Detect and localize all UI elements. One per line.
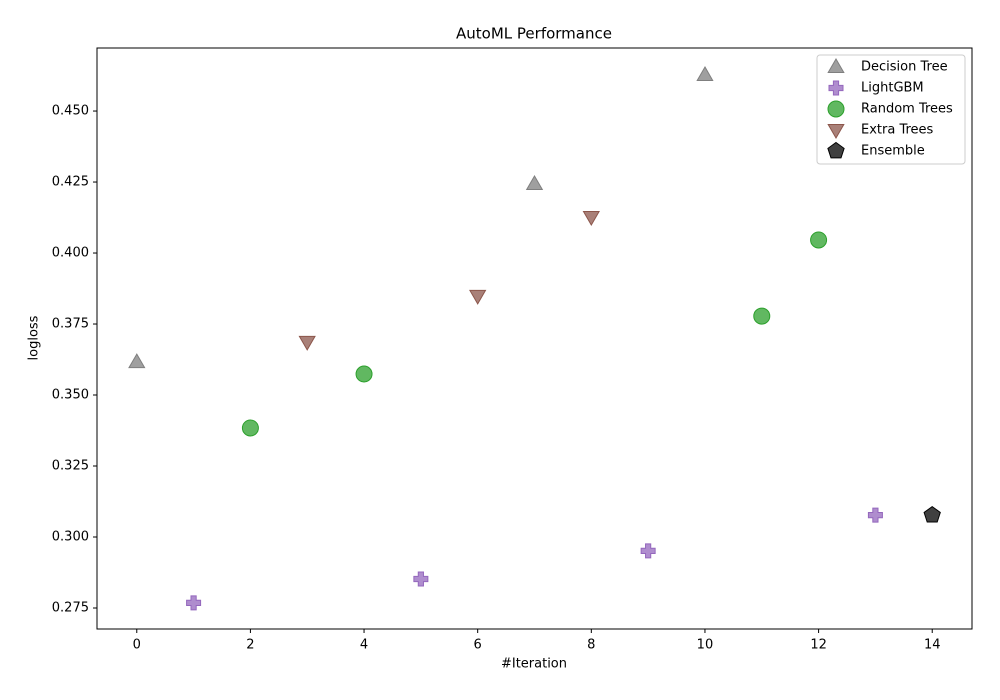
point	[525, 175, 544, 190]
x-tick-label: 12	[810, 638, 827, 653]
point	[186, 595, 202, 611]
x-tick-label: 2	[246, 638, 254, 653]
y-tick-label: 0.350	[52, 388, 89, 403]
y-tick-label: 0.300	[52, 529, 89, 544]
legend-label: Random Trees	[861, 102, 953, 117]
point	[640, 543, 656, 559]
plot-area	[96, 47, 973, 630]
point	[469, 289, 487, 305]
legend-marker	[827, 58, 845, 73]
y-tick-label: 0.425	[52, 175, 89, 190]
y-axis-label: logloss	[27, 315, 42, 360]
point	[413, 571, 429, 587]
x-tick-label: 10	[697, 638, 714, 653]
y-tick-label: 0.400	[52, 246, 89, 261]
legend-label: Decision Tree	[861, 60, 948, 75]
x-axis-label: #Iteration	[501, 657, 567, 672]
point	[298, 335, 316, 351]
legend-marker	[827, 100, 845, 118]
point	[128, 353, 146, 369]
chart-title: AutoML Performance	[456, 25, 612, 43]
point	[582, 211, 600, 226]
point	[923, 505, 941, 523]
legend-label: Ensemble	[861, 144, 925, 159]
point	[696, 65, 714, 81]
x-tick-label: 0	[133, 638, 141, 653]
legend-marker	[828, 80, 844, 96]
x-tick-label: 14	[924, 638, 941, 653]
point	[867, 507, 883, 523]
point	[753, 307, 771, 325]
x-tick-label: 4	[360, 638, 368, 653]
point	[241, 419, 259, 437]
x-tick-label: 6	[474, 638, 482, 653]
legend-label: Extra Trees	[861, 123, 934, 138]
x-tick-label: 8	[587, 638, 595, 653]
point	[355, 365, 373, 383]
legend-marker	[827, 124, 845, 139]
y-tick-label: 0.375	[52, 317, 89, 332]
y-tick-label: 0.450	[52, 104, 89, 119]
point	[810, 231, 828, 249]
legend-marker	[827, 141, 845, 159]
y-tick-label: 0.275	[52, 600, 89, 615]
legend-label: LightGBM	[861, 81, 924, 96]
y-tick-label: 0.325	[52, 459, 89, 474]
legend-box	[816, 54, 966, 165]
